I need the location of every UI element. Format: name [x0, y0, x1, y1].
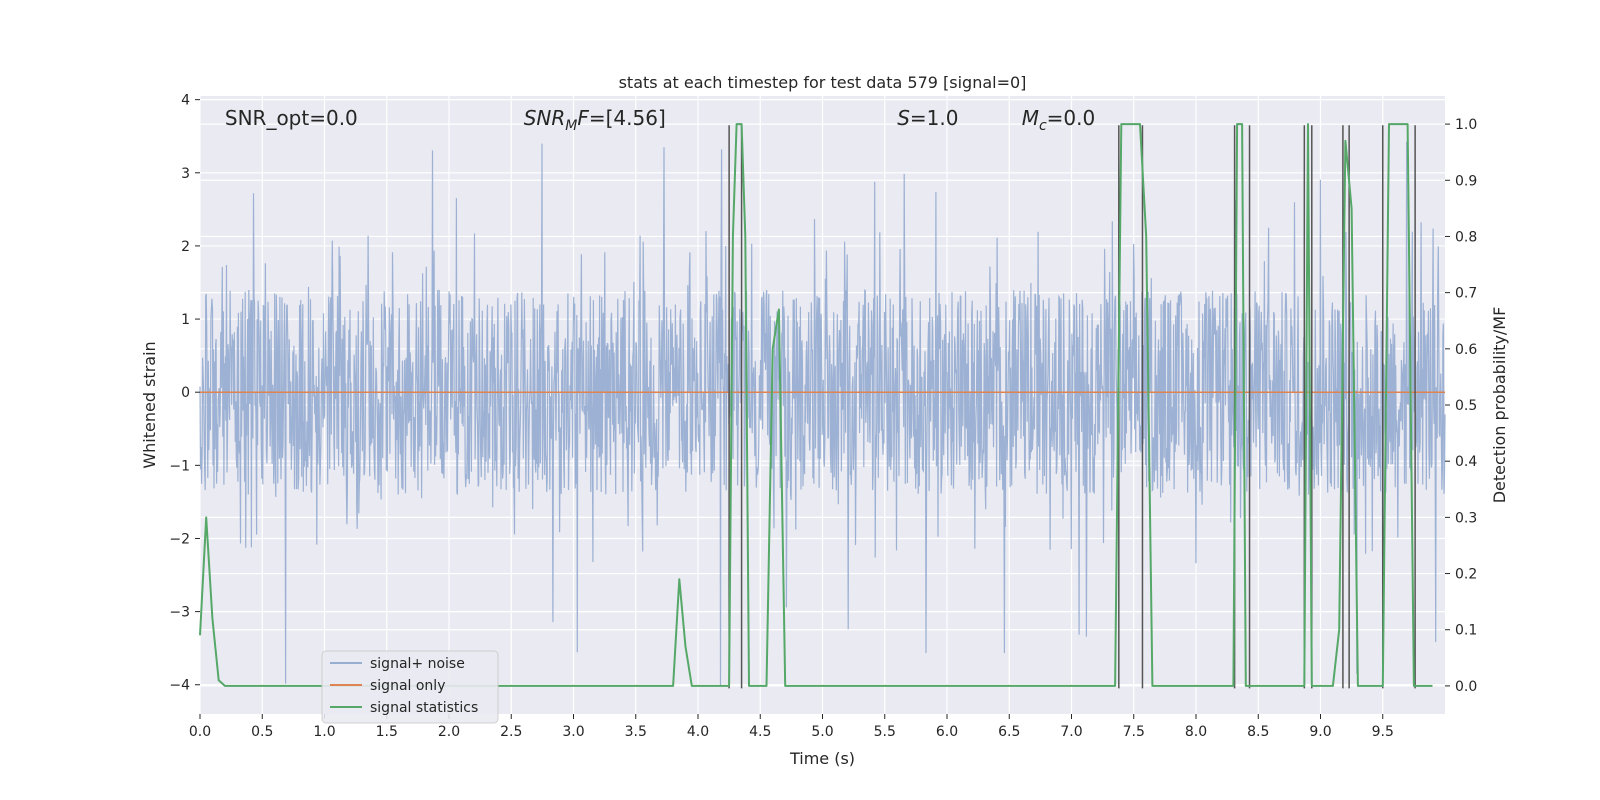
y-right-tick-label-8: 0.8 [1455, 229, 1477, 245]
x-tick-label-12: 6.0 [936, 724, 958, 740]
y-right-tick-label-4: 0.4 [1455, 454, 1477, 470]
x-tick-label-19: 9.5 [1372, 724, 1394, 740]
legend: signal+ noise signal only signal statistic… [321, 650, 499, 724]
x-tick-label-17: 8.5 [1247, 724, 1269, 740]
annotation-1: SNRMF=[4.56] [524, 106, 666, 134]
x-tick-label-0: 0.0 [189, 724, 211, 740]
legend-box [321, 650, 499, 724]
x-tick-label-8: 4.0 [687, 724, 709, 740]
x-tick-label-11: 5.5 [874, 724, 896, 740]
y-right-tick-label-9: 0.9 [1455, 173, 1477, 189]
x-tick-label-18: 9.0 [1309, 724, 1331, 740]
y-tick-label-8: 4 [181, 93, 190, 109]
noise-series [199, 141, 1446, 687]
y-tick-label-3: −1 [169, 458, 190, 474]
x-tick-label-7: 3.5 [625, 724, 647, 740]
y-right-tick-label-1: 0.1 [1455, 623, 1477, 639]
annotations: SNR_opt=0.0 SNRMF=[4.56] S=1.0 Mc=0.0 [225, 106, 1095, 134]
y-tick-label-7: 3 [181, 166, 190, 182]
stats-series [199, 123, 1433, 687]
series-signal-statistics [199, 123, 1433, 687]
y-right-tick-label-3: 0.3 [1455, 510, 1477, 526]
x-axis-label: Time (s) [789, 749, 855, 768]
x-tick-label-13: 6.5 [998, 724, 1020, 740]
x-tick-label-2: 1.0 [313, 724, 335, 740]
y-tick-label-5: 1 [181, 312, 190, 328]
x-tick-label-16: 8.0 [1185, 724, 1207, 740]
series-signal-noise [199, 141, 1446, 687]
y-right-tick-label-5: 0.5 [1455, 398, 1477, 414]
y-tick-label-0: −4 [169, 678, 190, 694]
y-axis-right-label: Detection probability/MF [1490, 307, 1509, 504]
y-right-tick-label-7: 0.7 [1455, 286, 1477, 302]
chart-title: stats at each timestep for test data 579… [619, 73, 1027, 92]
x-tick-label-4: 2.0 [438, 724, 460, 740]
x-tick-label-10: 5.0 [811, 724, 833, 740]
y-right-ticks: 0.0 0.1 0.2 0.3 0.4 0.5 0.6 0.7 0.8 0.9 1.0 [1445, 117, 1477, 695]
x-tick-label-5: 2.5 [500, 724, 522, 740]
y-tick-label-6: 2 [181, 239, 190, 255]
annotation-2: S=1.0 [897, 106, 958, 130]
y-tick-label-2: −2 [169, 531, 190, 547]
x-tick-label-14: 7.0 [1060, 724, 1082, 740]
y-axis-label: Whitened strain [140, 341, 159, 468]
x-tick-label-6: 3.0 [562, 724, 584, 740]
y-right-tick-label-2: 0.2 [1455, 567, 1477, 583]
y-right-tick-label-0: 0.0 [1455, 679, 1477, 695]
legend-label-0: signal+ noise [370, 656, 465, 672]
y-tick-label-4: 0 [181, 385, 190, 401]
legend-label-1: signal only [370, 678, 445, 694]
y-tick-label-1: −3 [169, 605, 190, 621]
y-ticks: −4 −3 −2 −1 0 1 2 3 4 [169, 93, 200, 694]
y-right-tick-label-6: 0.6 [1455, 342, 1477, 358]
annotation-0: SNR_opt=0.0 [225, 106, 358, 130]
y-right-tick-label-10: 1.0 [1455, 117, 1477, 133]
x-tick-label-9: 4.5 [749, 724, 771, 740]
x-ticks: 0.0 0.5 1.0 1.5 2.0 2.5 3.0 3.5 4.0 4.5 5.0 5.5 6.0 6… [189, 714, 1394, 740]
x-tick-label-15: 7.5 [1123, 724, 1145, 740]
annotation-3: Mc=0.0 [1022, 106, 1096, 134]
legend-label-2: signal statistics [370, 700, 478, 716]
x-tick-label-1: 0.5 [251, 724, 273, 740]
x-tick-label-3: 1.5 [376, 724, 398, 740]
